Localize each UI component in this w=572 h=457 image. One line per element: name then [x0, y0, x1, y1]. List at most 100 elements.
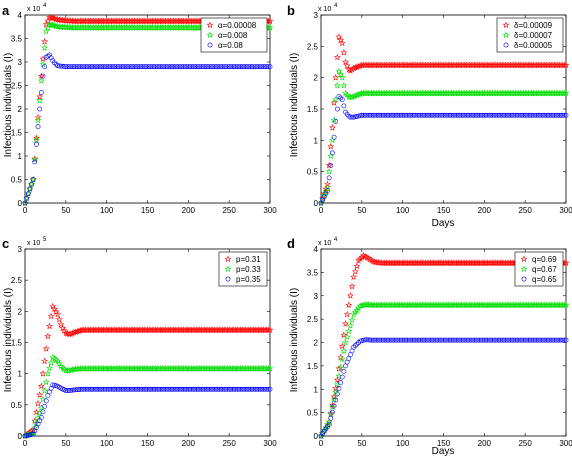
panel-d-series-3-point — [385, 337, 391, 343]
panel-a-series-3-point — [32, 159, 38, 165]
panel-d-series-3-point — [439, 337, 445, 343]
panel-a-series-3-point — [200, 64, 206, 70]
panel-a-series-3-point — [128, 64, 134, 70]
panel-d-xtick-label: 200 — [478, 439, 492, 448]
panel-c-series-3-point — [243, 386, 248, 392]
panel-c-series-3-point — [208, 386, 214, 392]
panel-a-exponent-base: x 10 — [27, 6, 40, 13]
panel-a-series-3-point — [156, 64, 162, 70]
panel-b-series-3-point — [405, 112, 410, 118]
panel-a-series-3-point — [63, 64, 69, 70]
panel-a-series-3-point — [92, 64, 98, 70]
panel-c-series-3-point — [225, 386, 230, 392]
panel-d-series-3-point — [428, 337, 433, 343]
panel-c-series-3-point — [167, 386, 173, 392]
panel-c-series-2-point — [54, 357, 62, 365]
panel-b-series-3-point — [338, 95, 343, 101]
panel-a-series-3-point — [198, 64, 204, 70]
panel-a-series-3-point — [234, 64, 240, 70]
panel-d-legend-label-2: q=0.67 — [532, 265, 557, 274]
panel-d-series-3-point — [455, 337, 461, 343]
panel-c-series-3-point — [205, 386, 211, 392]
panel-d-series-1-point — [340, 331, 348, 338]
panel-c-series-3-point — [115, 386, 121, 392]
panel-d-series-3-point — [365, 337, 371, 343]
panel-d-series-3-point — [390, 337, 396, 343]
panel-d-series-3-point — [398, 337, 404, 343]
panel-b-series-3-point — [447, 112, 453, 118]
panel-d-series-3-point — [477, 337, 482, 343]
panel-b-series-3-point — [442, 112, 448, 118]
panel-d-series-3-point — [503, 337, 508, 343]
panel-c-series-2-point — [36, 409, 44, 416]
panel-c-series-3-point — [120, 386, 126, 392]
panel-d-series-3-point — [526, 337, 531, 343]
panel-b-series-3-point — [522, 112, 528, 118]
panel-b-series-3-point — [385, 112, 391, 118]
panel-b-series-1-point — [337, 36, 345, 44]
panel-d-xtick-label: 250 — [518, 439, 532, 448]
panel-b-series-3-point — [519, 112, 525, 118]
panel-a-series-3-point — [74, 64, 80, 70]
panel-d-series-3-point — [367, 337, 373, 343]
panel-a-series-3-point — [233, 64, 239, 70]
panel-a-series-3 — [22, 52, 273, 206]
panel-a-ytick-label: 0 — [18, 199, 23, 208]
panel-b-series-3-point — [365, 112, 371, 118]
panel-b-series-3-point — [406, 112, 412, 118]
panel-c-series-3-point — [218, 386, 224, 392]
panel-a-series-3-point — [114, 64, 119, 70]
panel-b-series-3-point — [336, 94, 342, 99]
panel-c-series-3-point — [234, 386, 240, 392]
panel-d-series-3-point — [406, 337, 412, 343]
panel-b: b Infectious individuals (I) x 10 4 Days… — [287, 3, 572, 229]
panel-a-series-3-point — [226, 64, 232, 70]
panel-b-series-3-point — [388, 112, 394, 118]
panel-b-series-3-point — [501, 112, 507, 118]
panel-d-series-3-point — [527, 337, 533, 343]
panel-a-series-2-point — [32, 136, 40, 143]
panel-c-ylabel: Infectious individuals (I) — [3, 288, 14, 393]
panel-d-xtick-label: 300 — [559, 439, 572, 448]
panel-a-series-3-point — [172, 64, 178, 70]
panel-b-xtick-label: 250 — [518, 206, 532, 215]
panel-b-legend-marker-3 — [503, 42, 509, 48]
panel-b-series-3-point — [468, 112, 474, 118]
panel-a-series-3-point — [236, 64, 242, 70]
panel-d-series-2-point — [345, 327, 353, 335]
panel-c-series-3-point — [261, 386, 266, 392]
panel-a-series-3-point — [161, 64, 167, 70]
panel-a-series-3-point — [159, 64, 165, 70]
panel-b-series-3-point — [434, 112, 440, 118]
panel-c-series-3-point — [128, 386, 134, 392]
panel-b-series-3-point — [517, 112, 523, 118]
panel-d-series-3-point — [514, 337, 520, 343]
panel-b-series-3-point — [485, 112, 490, 118]
panel-d-series-3-point — [542, 337, 548, 343]
panel-c-series-3-point — [38, 414, 44, 420]
panel-c-series-3-point — [169, 386, 175, 392]
panel-d-series-3-point — [418, 337, 424, 343]
panel-b-ytick-label: 0 — [314, 199, 319, 208]
panel-a-series-3-point — [52, 60, 57, 66]
panel-b-series-3-point — [459, 112, 464, 118]
panel-b-series-3 — [318, 94, 569, 206]
panel-a-series-3-point — [89, 64, 95, 70]
panel-a-series-3-point — [254, 64, 260, 70]
panel-d-series-3-point — [352, 343, 358, 349]
panel-d-legend: q=0.69q=0.67q=0.65 — [514, 251, 564, 287]
panel-c-series-3-point — [181, 386, 186, 392]
panel-c-series-3-point — [151, 386, 157, 392]
panel-a-series-3-point — [261, 64, 266, 70]
panel-a-series-3-point — [73, 64, 79, 70]
panel-d-series-3-point — [395, 337, 401, 343]
panel-c-series-3-point — [89, 386, 95, 392]
panel-a-series-3-point — [105, 64, 111, 70]
panel-a-series-3-point — [66, 64, 72, 70]
panel-d-series-3-point — [561, 337, 567, 343]
panel-b-series-3-point — [460, 112, 466, 118]
panel-d-series-3-point — [445, 337, 451, 343]
panel-c-series-1-point — [32, 408, 40, 416]
panel-a-series-3-point — [171, 64, 177, 70]
panel-d-series-3-point — [560, 337, 566, 343]
